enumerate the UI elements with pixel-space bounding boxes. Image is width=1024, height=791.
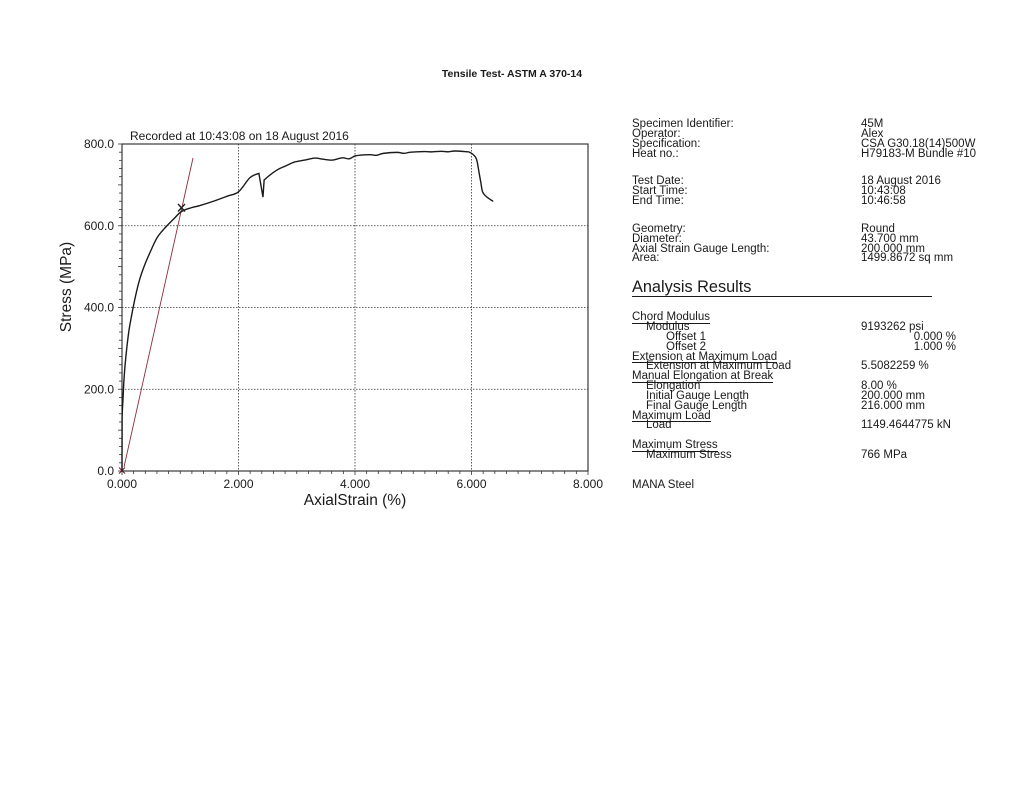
svg-text:4.000: 4.000 [340,477,370,491]
svg-text:0.000: 0.000 [107,477,137,491]
svg-text:2.000: 2.000 [223,477,253,491]
svg-text:800.0: 800.0 [84,137,114,151]
svg-text:600.0: 600.0 [84,219,114,233]
svg-text:0.0: 0.0 [97,464,114,478]
svg-text:6.000: 6.000 [456,477,486,491]
svg-text:200.0: 200.0 [84,383,114,397]
svg-text:400.0: 400.0 [84,301,114,315]
svg-text:Recorded at 10:43:08 on 18 Aug: Recorded at 10:43:08 on 18 August 2016 [130,129,349,143]
svg-text:8.000: 8.000 [573,477,603,491]
